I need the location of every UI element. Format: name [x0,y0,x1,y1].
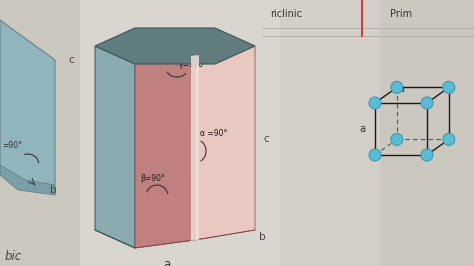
Text: b: b [50,185,56,195]
Text: a: a [398,84,404,94]
Text: bic: bic [5,250,22,263]
Text: a: a [164,258,171,266]
Text: b: b [259,232,265,242]
Polygon shape [95,46,135,248]
Circle shape [421,149,433,161]
Polygon shape [95,28,255,64]
Circle shape [443,134,455,146]
Text: riclinic: riclinic [270,9,302,19]
Text: =90°: =90° [2,141,22,150]
Text: a: a [359,124,365,134]
Polygon shape [191,55,199,241]
Text: β=90°: β=90° [140,174,165,183]
Text: a: a [445,81,451,91]
Circle shape [391,134,403,146]
Bar [280,0,380,266]
Circle shape [369,149,381,161]
Circle shape [369,97,381,109]
Polygon shape [0,20,55,195]
Text: γ=120°: γ=120° [179,60,208,69]
Text: c: c [263,134,269,144]
Text: c: c [68,55,74,65]
Polygon shape [195,46,255,240]
Circle shape [391,81,403,93]
Bar [80,0,280,266]
Bar [380,0,474,266]
Text: α =90°: α =90° [200,129,228,138]
Polygon shape [0,165,55,195]
Polygon shape [135,56,195,248]
Circle shape [443,81,455,93]
Circle shape [421,97,433,109]
Text: Prim: Prim [390,9,412,19]
